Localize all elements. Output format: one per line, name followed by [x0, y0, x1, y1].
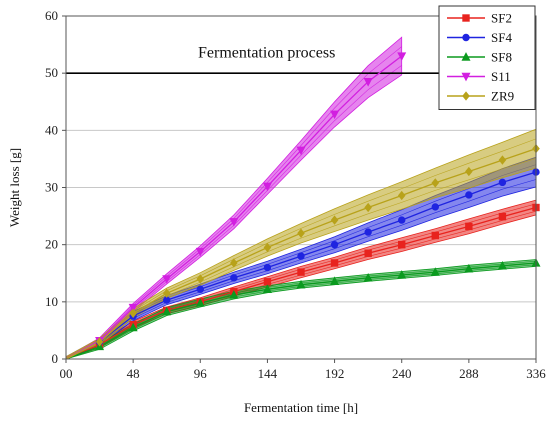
- legend: SF2 SF4 SF8 S11 ZR9: [438, 5, 536, 110]
- point-s11: [296, 146, 306, 156]
- x-axis-title: Fermentation time [h]: [244, 400, 358, 415]
- point-sf4: [498, 178, 507, 187]
- point-sf4: [398, 216, 406, 224]
- point-sf8: [195, 298, 205, 307]
- point-sf4: [465, 191, 473, 199]
- point-sf4: [196, 285, 204, 293]
- point-sf8: [296, 279, 306, 289]
- point-zr9: [129, 308, 137, 318]
- fermentation-process-annotation: Fermentation process: [198, 45, 335, 62]
- point-sf8: [128, 322, 138, 332]
- point-sf4: [263, 263, 272, 272]
- y-tick-label: 40: [45, 122, 58, 137]
- point-zr9: [162, 288, 171, 298]
- legend-box: [438, 5, 536, 110]
- point-sf8: [262, 284, 272, 293]
- x-tick-label: 192: [325, 366, 345, 381]
- point-sf2: [263, 278, 272, 286]
- point-sf4: [230, 274, 238, 282]
- point-s11: [162, 275, 172, 284]
- band-s11: [65, 36, 403, 360]
- point-s11: [330, 110, 340, 120]
- legend-label-zr9: ZR9: [491, 89, 514, 104]
- x-tick-label: 288: [459, 366, 479, 381]
- point-sf4: [431, 203, 439, 211]
- point-s11: [195, 247, 205, 257]
- legend-label-sf2: SF2: [491, 11, 512, 26]
- legend-marker-s11: [461, 72, 471, 82]
- legend-label-sf8: SF8: [491, 50, 512, 65]
- y-tick-label: 30: [45, 180, 58, 195]
- point-zr9: [465, 166, 473, 177]
- point-sf2: [431, 231, 439, 240]
- point-sf2: [465, 222, 473, 231]
- legend-marker-sf2: [462, 14, 470, 22]
- y-tick-label: 20: [45, 237, 58, 252]
- x-tick-label: 336: [526, 366, 546, 381]
- series-markers: [95, 52, 541, 351]
- point-zr9: [297, 228, 305, 238]
- y-tick-label: 10: [45, 294, 58, 309]
- legend-marker-sf4: [462, 33, 470, 42]
- point-sf4: [330, 240, 339, 249]
- y-tick-label: 50: [45, 65, 58, 80]
- legend-marker-zr9: [462, 91, 470, 101]
- point-sf4: [364, 228, 372, 236]
- tick-labels: 0 10 20 30 40 50 60 00 48 96 144 192 240 288 336: [45, 8, 546, 381]
- point-sf8: [430, 267, 440, 276]
- point-zr9: [196, 274, 205, 284]
- point-sf8: [330, 276, 340, 285]
- y-tick-label: 60: [45, 8, 58, 23]
- x-tick-label: 240: [392, 366, 412, 381]
- point-s11: [363, 78, 373, 87]
- point-s11: [397, 52, 407, 61]
- point-s11: [128, 303, 138, 313]
- point-zr9: [95, 337, 104, 347]
- point-sf8: [397, 270, 407, 279]
- band-edge-zr9-1: [65, 158, 537, 360]
- band-edge-zr9-0: [65, 138, 537, 359]
- point-sf2: [498, 212, 507, 221]
- point-sf4: [297, 252, 305, 260]
- point-sf8: [229, 290, 239, 299]
- point-s11: [262, 182, 272, 192]
- point-zr9: [397, 190, 406, 201]
- point-zr9: [330, 215, 339, 225]
- point-sf8: [497, 260, 507, 270]
- legend-label-s11: S11: [491, 69, 511, 84]
- point-zr9: [364, 202, 372, 213]
- x-tick-label: 48: [127, 366, 140, 381]
- legend-marker-sf8: [461, 52, 471, 61]
- point-sf2: [297, 268, 305, 276]
- point-zr9: [431, 178, 440, 188]
- point-zr9: [498, 155, 507, 165]
- point-sf2: [398, 240, 406, 249]
- x-tick-label: 00: [60, 366, 73, 381]
- axes: [62, 15, 537, 363]
- point-sf8: [464, 263, 474, 273]
- point-sf2: [364, 249, 372, 257]
- legend-label-sf4: SF4: [491, 30, 512, 45]
- point-sf2: [330, 259, 339, 267]
- y-tick-label: 0: [52, 351, 59, 366]
- point-sf8: [363, 272, 373, 282]
- y-axis-title: Weight loss [g]: [7, 148, 22, 227]
- point-zr9: [263, 242, 272, 253]
- point-s11: [229, 218, 239, 227]
- point-sf8: [162, 306, 172, 316]
- x-tick-label: 96: [194, 366, 208, 381]
- point-zr9: [230, 258, 238, 268]
- x-tick-label: 144: [258, 366, 278, 381]
